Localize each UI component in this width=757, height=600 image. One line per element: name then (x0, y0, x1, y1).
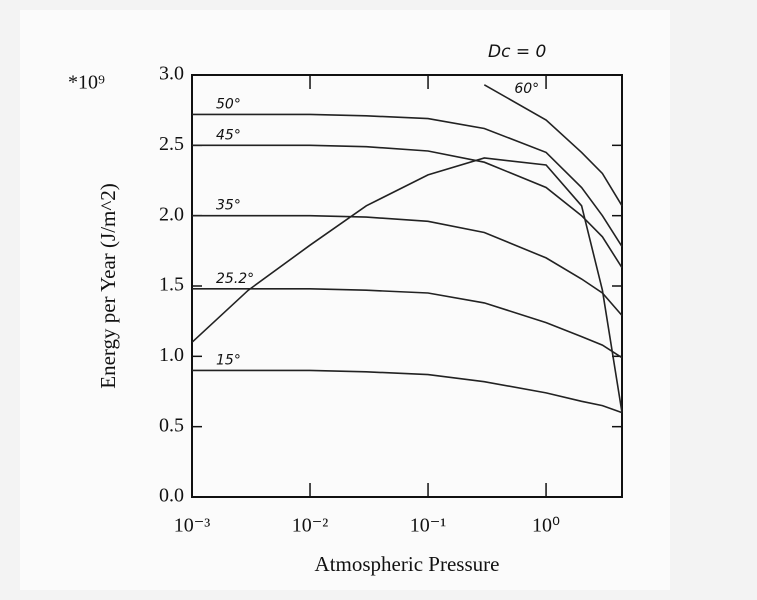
series-line (192, 113, 623, 248)
series-label: 25.2° (216, 271, 254, 287)
y-axis-label: Energy per Year (J/m^2) (96, 183, 120, 388)
series-line (192, 369, 623, 414)
y-tick-label: 1.0 (159, 344, 184, 366)
series-label: 50° (216, 96, 241, 112)
paper (20, 10, 670, 590)
x-tick-label: 10⁻³ (174, 515, 211, 537)
series-line (483, 84, 623, 207)
y-tick-label: 3.0 (159, 63, 184, 85)
x-tick-label: 10⁰ (532, 515, 560, 537)
series-label: 60° (514, 81, 539, 97)
series-label: 15° (216, 352, 241, 368)
x-axis-label: Atmospheric Pressure (315, 552, 500, 576)
y-tick-label: 1.5 (159, 274, 184, 296)
y-tick-label: 2.0 (159, 203, 184, 225)
y-tick-label: 0.5 (159, 414, 184, 436)
series-line (192, 288, 623, 359)
x-tick-label: 10⁻² (292, 515, 329, 537)
series-line (192, 144, 623, 269)
series-line (192, 214, 623, 317)
y-tick-label: 2.5 (159, 133, 184, 155)
series-label: 35° (216, 198, 241, 214)
annotation: Dc = 0 (488, 42, 546, 62)
series-line (191, 157, 623, 413)
y-tick-label: 0.0 (159, 485, 184, 507)
series-label: 45° (216, 127, 241, 143)
x-tick-label: 10⁻¹ (410, 515, 447, 537)
multiplier: *10⁹ (68, 72, 105, 94)
